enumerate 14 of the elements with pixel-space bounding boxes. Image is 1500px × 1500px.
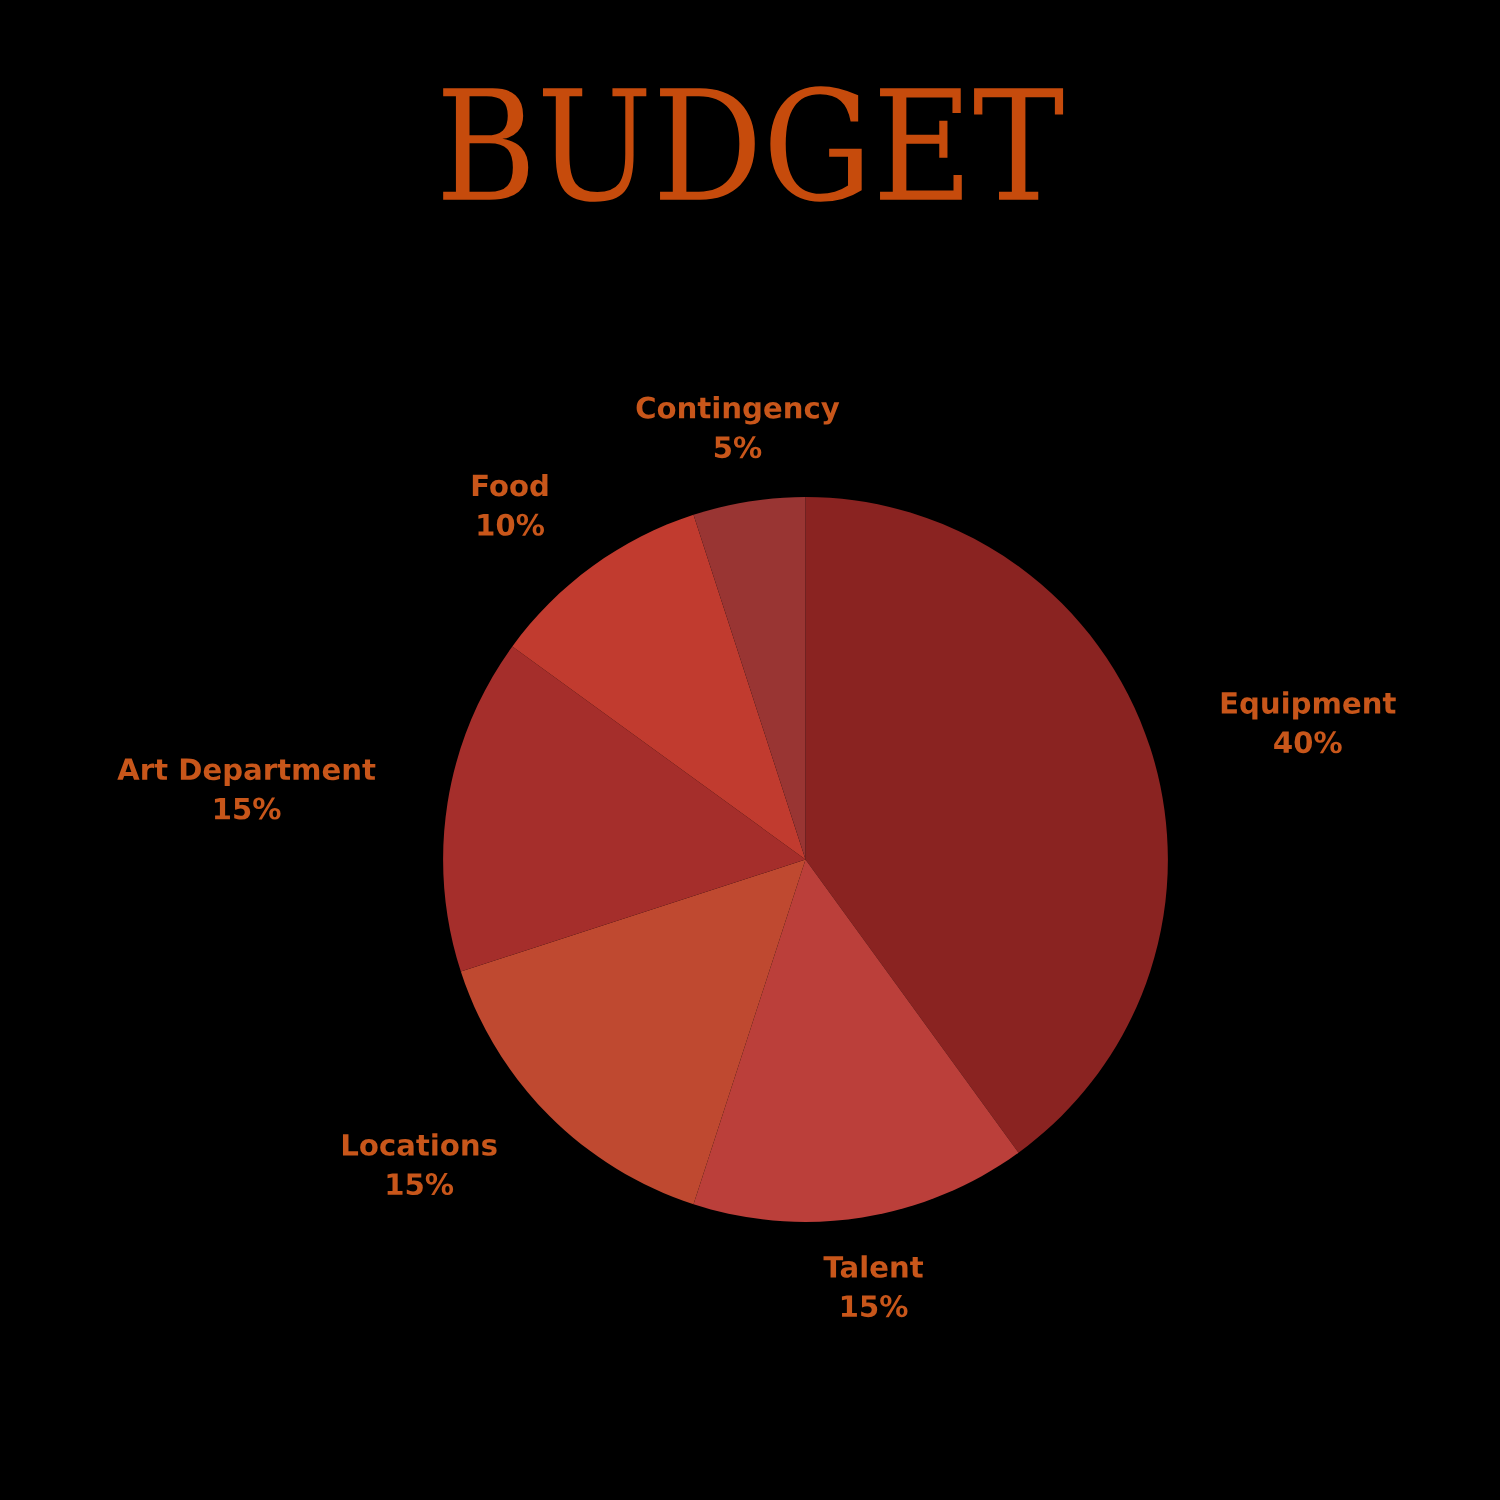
- chart-title: BUDGET: [443, 86, 1064, 202]
- pie-slice: [805, 497, 1168, 1153]
- slice-label: Art Department: [117, 758, 376, 786]
- slice-label: Talent: [823, 1255, 924, 1278]
- data-label: 15%: [214, 797, 281, 820]
- data-label: 15%: [841, 1295, 908, 1318]
- data-label: 10%: [478, 513, 545, 536]
- data-label: 5%: [714, 436, 762, 459]
- slice-label: Locations: [342, 1133, 497, 1156]
- slice-label: Food: [472, 473, 548, 497]
- data-label: 15%: [387, 1173, 454, 1196]
- slice-label: Equipment: [1221, 691, 1396, 720]
- slice-label: Contingency: [636, 396, 840, 425]
- data-label: 40%: [1274, 731, 1342, 754]
